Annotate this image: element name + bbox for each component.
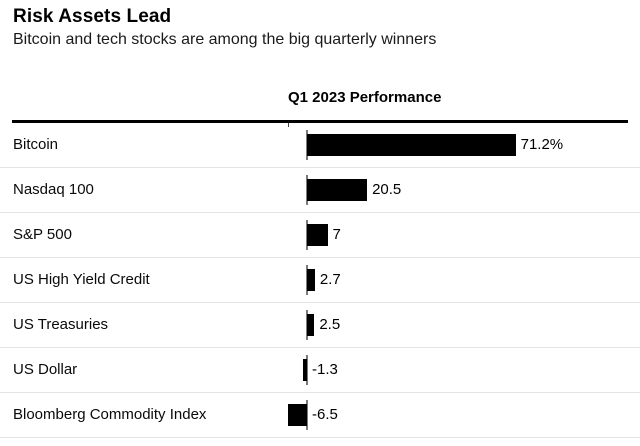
chart-row: US Dollar -1.3	[0, 348, 640, 393]
value-label: 20.5	[372, 181, 402, 198]
chart-row: US High Yield Credit 2.7	[0, 258, 640, 303]
page-title: Risk Assets Lead	[13, 6, 172, 27]
category-label: Bloomberg Commodity Index	[13, 406, 207, 423]
bar	[307, 134, 516, 156]
bar	[303, 359, 307, 381]
category-label: Bitcoin	[13, 136, 59, 153]
axis-line	[12, 120, 628, 127]
zero-tick	[306, 220, 308, 250]
zero-tick	[306, 130, 308, 160]
zero-tick	[306, 175, 308, 205]
value-label: 71.2%	[520, 136, 564, 153]
category-label: US Treasuries	[13, 316, 109, 333]
chart-row: Nasdaq 100 20.5	[0, 168, 640, 213]
value-label: 7	[332, 226, 341, 243]
category-label: S&P 500	[13, 226, 72, 243]
chart-row: Bloomberg Commodity Index -6.5	[0, 393, 640, 438]
chart-row: US Treasuries 2.5	[0, 303, 640, 348]
zero-tick	[306, 265, 308, 295]
value-label: 2.5	[319, 316, 341, 333]
page-subtitle: Bitcoin and tech stocks are among the bi…	[13, 31, 437, 48]
category-label: US Dollar	[13, 361, 78, 378]
category-label: Nasdaq 100	[13, 181, 94, 198]
bar	[307, 269, 315, 291]
bar	[287, 404, 307, 426]
bar	[307, 314, 315, 336]
value-label: -1.3	[312, 361, 338, 378]
axis-tick	[288, 123, 289, 127]
value-label: 2.7	[319, 271, 341, 288]
category-label: US High Yield Credit	[13, 271, 150, 288]
value-label: -6.5	[312, 406, 338, 423]
bar	[307, 179, 368, 201]
zero-tick	[306, 310, 308, 340]
bar	[307, 224, 328, 246]
chart-row: S&P 500 7	[0, 213, 640, 258]
chart-rows: Bitcoin 71.2% Nasdaq 100 20.5 S&P 500 7 …	[0, 123, 640, 438]
axis-title: Q1 2023 Performance	[288, 89, 442, 106]
chart-row: Bitcoin 71.2%	[0, 123, 640, 168]
